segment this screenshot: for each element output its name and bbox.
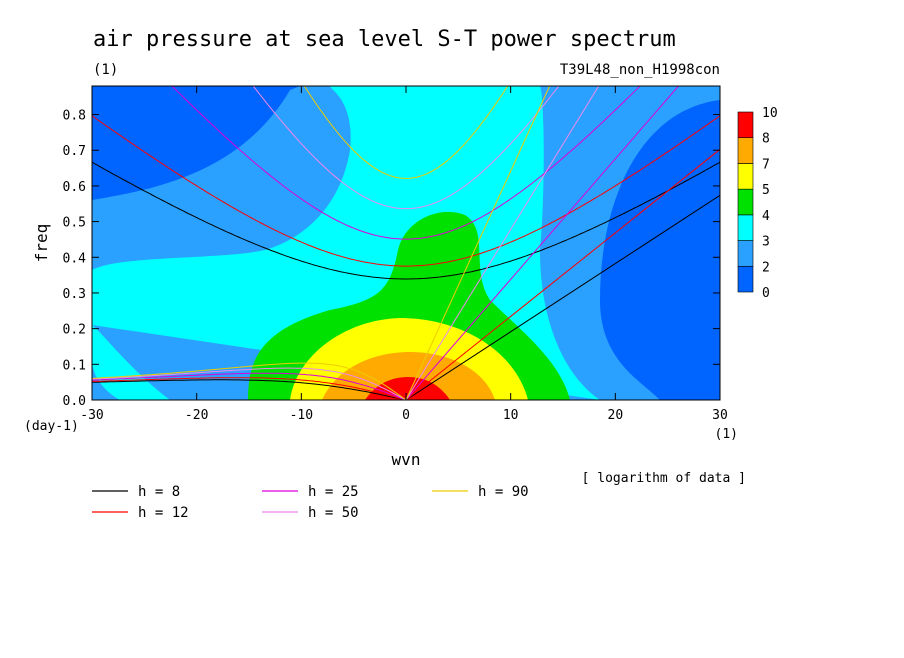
y-tick-label: 0.7 xyxy=(63,144,86,159)
colorbar-level-label: 4 xyxy=(762,209,770,224)
colorbar-swatch xyxy=(737,214,754,241)
colorbar-swatch xyxy=(737,240,754,267)
legend: h = 8 h = 12 h = 25 h = 50 h = 90 xyxy=(92,484,529,521)
y-tick-label: 0.2 xyxy=(63,323,86,338)
colorbar-level-label: 7 xyxy=(762,157,770,172)
ig-curve-h12 xyxy=(92,115,720,267)
chart-title: air pressure at sea level S-T power spec… xyxy=(93,27,676,52)
y-unit-label: (day-1) xyxy=(24,419,79,434)
run-label: T39L48_non_H1998con xyxy=(560,62,720,78)
colorbar-swatch xyxy=(737,111,754,139)
rossby-curve-h8 xyxy=(92,379,407,400)
x-tick-label: 10 xyxy=(503,408,519,423)
x-unit-label: (1) xyxy=(715,427,738,442)
x-axis-label: wvn xyxy=(392,450,421,469)
legend-label-h25: h = 25 xyxy=(308,484,359,500)
x-tick-label: -30 xyxy=(80,408,103,423)
dispersion-curves xyxy=(92,86,720,400)
ig-curve-h50 xyxy=(252,86,560,210)
legend-label-h12: h = 12 xyxy=(138,505,189,521)
y-tick-label: 0.8 xyxy=(63,109,86,124)
contour-level-8 xyxy=(365,377,450,400)
colorbar-level-label: 3 xyxy=(762,235,770,250)
y-tick-label: 0.5 xyxy=(63,216,86,231)
colorbar-level-label: 10 xyxy=(762,106,778,121)
colorbar-swatch xyxy=(737,163,754,190)
units-label: (1) xyxy=(93,62,118,78)
legend-label-h8: h = 8 xyxy=(138,484,180,500)
colorbar-level-label: 8 xyxy=(762,132,770,147)
x-tick-label: 0 xyxy=(402,408,410,423)
x-tick-label: -20 xyxy=(185,408,208,423)
colorbar: 0 2 3 4 5 7 8 10 xyxy=(737,106,778,301)
colorbar-swatch xyxy=(737,188,754,216)
kelvin-curve-h50 xyxy=(405,86,600,400)
colorbar-level-label: 2 xyxy=(762,260,770,275)
colorbar-level-label: 5 xyxy=(762,183,770,198)
y-tick-label: 0.1 xyxy=(63,358,86,373)
kelvin-curve-h25 xyxy=(405,86,680,400)
kelvin-curve-h8 xyxy=(405,194,720,400)
kelvin-curve-h90 xyxy=(405,86,551,400)
rossby-curve-h50 xyxy=(92,367,407,400)
colorbar-swatch xyxy=(737,265,754,293)
y-tick-label: 0.0 xyxy=(63,394,86,409)
ig-curve-h8 xyxy=(92,161,720,280)
colorbar-swatch xyxy=(737,137,754,164)
y-tick-label: 0.6 xyxy=(63,180,86,195)
y-tick-label: 0.3 xyxy=(63,287,86,302)
rossby-curve-h25 xyxy=(92,372,407,400)
ig-curve-h90 xyxy=(303,86,509,179)
kelvin-curve-h12 xyxy=(405,148,720,400)
data-note: [ logarithm of data ] xyxy=(582,471,746,486)
colorbar-level-label: 0 xyxy=(762,286,770,301)
rossby-curve-h90 xyxy=(92,362,407,400)
x-tick-label: -10 xyxy=(290,408,313,423)
legend-label-h90: h = 90 xyxy=(478,484,529,500)
y-axis-label: freq xyxy=(32,224,51,263)
rossby-curve-h12 xyxy=(92,377,407,400)
plot-area xyxy=(92,86,720,400)
y-tick-label: 0.4 xyxy=(63,251,87,266)
axis-ticks: -30 -20 -10 0 10 20 30 0.0 0.1 0.2 0.3 0.4 0.5 0.6 0.7… xyxy=(63,86,728,423)
x-tick-label: 30 xyxy=(712,408,728,423)
x-tick-label: 20 xyxy=(608,408,624,423)
ig-curve-h25 xyxy=(171,86,641,240)
legend-label-h50: h = 50 xyxy=(308,505,359,521)
